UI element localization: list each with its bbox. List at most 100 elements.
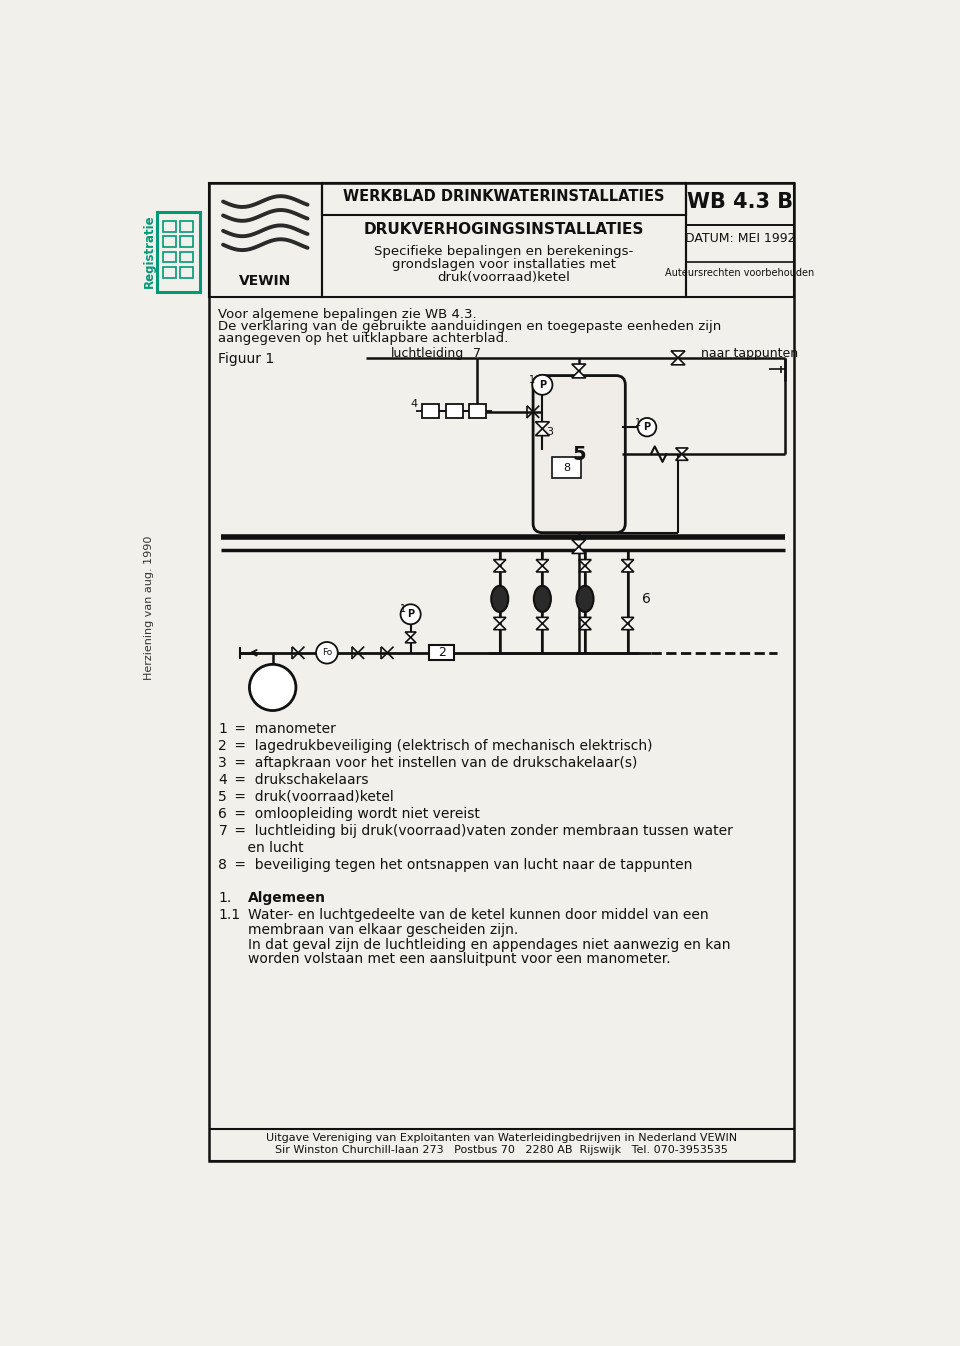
Text: 4: 4 (411, 398, 418, 409)
Bar (685, 183, 794, 225)
Text: aangegeven op het uitklapbare achterblad.: aangegeven op het uitklapbare achterblad… (219, 332, 509, 346)
Polygon shape (493, 618, 506, 623)
Text: 7: 7 (219, 824, 228, 837)
Text: naar tappunten: naar tappunten (701, 347, 799, 361)
Polygon shape (405, 638, 416, 643)
Polygon shape (537, 623, 548, 630)
Text: Registratie: Registratie (143, 215, 156, 288)
Bar (157, 211, 200, 292)
Text: 4: 4 (219, 773, 228, 787)
Text: 2: 2 (438, 646, 445, 660)
Text: 1: 1 (219, 721, 228, 736)
Polygon shape (405, 633, 416, 638)
Polygon shape (676, 448, 688, 454)
Polygon shape (537, 618, 548, 623)
Text: en lucht: en lucht (230, 841, 303, 855)
Circle shape (400, 604, 420, 625)
Text: VEWIN: VEWIN (239, 273, 291, 288)
Polygon shape (676, 454, 688, 460)
Text: De verklaring van de gebruikte aanduidingen en toegepaste eenheden zijn: De verklaring van de gebruikte aanduidin… (219, 320, 722, 334)
Text: Voor algemene bepalingen zie WB 4.3.: Voor algemene bepalingen zie WB 4.3. (219, 308, 477, 320)
Text: membraan van elkaar gescheiden zijn.: membraan van elkaar gescheiden zijn. (248, 923, 518, 937)
Text: 3: 3 (219, 756, 228, 770)
Polygon shape (572, 546, 586, 553)
Text: P: P (643, 423, 651, 432)
Polygon shape (572, 371, 586, 378)
Bar (445, 404, 463, 417)
Text: P: P (407, 610, 414, 619)
Polygon shape (579, 618, 591, 623)
Bar (209, 183, 794, 1162)
Text: Specifieke bepalingen en berekenings-: Specifieke bepalingen en berekenings- (374, 245, 634, 257)
Bar (685, 183, 794, 297)
Bar (180, 267, 193, 277)
Text: 8: 8 (563, 463, 570, 472)
Text: 2: 2 (219, 739, 228, 752)
Polygon shape (621, 623, 634, 630)
Bar (322, 183, 685, 297)
Text: =  manometer: = manometer (230, 721, 336, 736)
Text: 1.: 1. (219, 891, 231, 906)
Text: WERKBLAD DRINKWATERINSTALLATIES: WERKBLAD DRINKWATERINSTALLATIES (343, 190, 664, 205)
Polygon shape (579, 560, 591, 565)
Bar (163, 221, 176, 232)
Text: =  beveiliging tegen het ontsnappen van lucht naar de tappunten: = beveiliging tegen het ontsnappen van l… (230, 857, 692, 872)
Bar (429, 645, 454, 661)
Text: Sir Winston Churchill-laan 273   Postbus 70   2280 AB  Rijswijk   Tel. 070-39535: Sir Winston Churchill-laan 273 Postbus 7… (275, 1145, 728, 1155)
Polygon shape (536, 421, 549, 429)
Bar (180, 236, 193, 246)
Text: =  drukschakelaars: = drukschakelaars (230, 773, 369, 787)
Text: 5: 5 (572, 444, 586, 463)
Polygon shape (621, 618, 634, 623)
Text: Auteursrechten voorbehouden: Auteursrechten voorbehouden (665, 268, 815, 277)
Circle shape (250, 665, 296, 711)
Ellipse shape (576, 586, 593, 612)
FancyBboxPatch shape (533, 376, 625, 533)
Polygon shape (621, 565, 634, 572)
Polygon shape (579, 565, 591, 572)
Text: =  druk(voorraad)ketel: = druk(voorraad)ketel (230, 790, 394, 804)
Text: 1.1: 1.1 (219, 909, 241, 922)
Text: P: P (539, 380, 546, 390)
Ellipse shape (534, 586, 551, 612)
Circle shape (637, 417, 657, 436)
Polygon shape (621, 560, 634, 565)
Polygon shape (572, 540, 586, 546)
Bar (209, 183, 322, 297)
Bar (163, 252, 176, 262)
Text: Figuur 1: Figuur 1 (219, 353, 275, 366)
Polygon shape (537, 560, 548, 565)
Text: Water- en luchtgedeelte van de ketel kunnen door middel van een: Water- en luchtgedeelte van de ketel kun… (248, 909, 708, 922)
Polygon shape (536, 429, 549, 436)
Text: 3: 3 (546, 427, 553, 437)
Polygon shape (671, 358, 685, 365)
Text: DRUKVERHOGINGSINSTALLATIES: DRUKVERHOGINGSINSTALLATIES (364, 222, 644, 237)
Text: WB 4.3 B: WB 4.3 B (687, 192, 793, 213)
Text: DATUM: MEI 1992: DATUM: MEI 1992 (684, 232, 795, 245)
Text: =  lagedrukbeveiliging (elektrisch of mechanisch elektrisch): = lagedrukbeveiliging (elektrisch of mec… (230, 739, 653, 752)
Text: worden volstaan met een aansluitpunt voor een manometer.: worden volstaan met een aansluitpunt voo… (248, 953, 670, 966)
Text: 6: 6 (641, 592, 651, 606)
Polygon shape (572, 363, 586, 371)
Text: =  aftapkraan voor het instellen van de drukschakelaar(s): = aftapkraan voor het instellen van de d… (230, 756, 637, 770)
Text: =  luchtleiding bij druk(voorraad)vaten zonder membraan tussen water: = luchtleiding bij druk(voorraad)vaten z… (230, 824, 732, 837)
Text: 8: 8 (219, 857, 228, 872)
Circle shape (532, 374, 552, 394)
Text: 6: 6 (219, 806, 228, 821)
Text: Algemeen: Algemeen (248, 891, 325, 906)
Ellipse shape (492, 586, 508, 612)
Text: 5: 5 (219, 790, 228, 804)
Text: 1: 1 (529, 374, 536, 385)
Bar (180, 252, 193, 262)
Circle shape (316, 642, 338, 664)
Polygon shape (493, 560, 506, 565)
Bar (322, 183, 685, 215)
Bar (163, 236, 176, 246)
Polygon shape (579, 623, 591, 630)
Text: Fo: Fo (322, 649, 332, 657)
Polygon shape (671, 351, 685, 358)
Bar (163, 267, 176, 277)
Bar (422, 404, 440, 417)
Text: =  omloopleiding wordt niet vereist: = omloopleiding wordt niet vereist (230, 806, 480, 821)
Bar (180, 221, 193, 232)
